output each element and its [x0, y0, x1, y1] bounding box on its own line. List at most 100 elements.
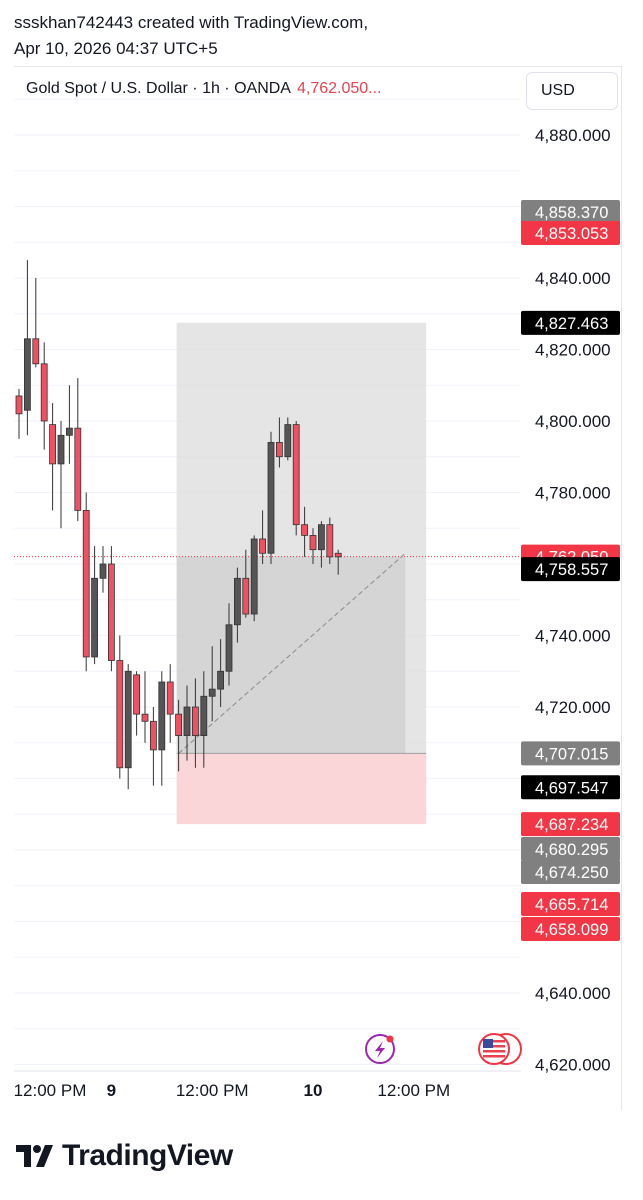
- candle-up: [317, 524, 325, 551]
- price-label-text: 4,665.714: [535, 896, 608, 914]
- candle-down: [301, 524, 309, 536]
- price-label-box: [521, 200, 620, 224]
- candle-down: [133, 674, 141, 715]
- price-axis-label-grey: 4,858.370: [521, 200, 620, 224]
- candle-up: [200, 695, 208, 737]
- y-tick-label: 4,640.000: [535, 984, 611, 1003]
- price-label-text: 4,853.053: [535, 225, 608, 243]
- candle-up: [284, 424, 292, 458]
- price-label-box: [521, 812, 620, 837]
- candle-up: [225, 624, 233, 672]
- x-tick-label: 12:00 PM: [14, 1081, 87, 1100]
- tradingview-mark-icon: [16, 1145, 53, 1167]
- lightning-icon: [365, 1034, 395, 1064]
- candle-down: [309, 535, 317, 551]
- candle-down: [49, 424, 56, 465]
- legend-price: 4,762.050...: [296, 80, 382, 97]
- candle-down: [40, 363, 48, 422]
- price-axis-label-grey: 4,680.295: [521, 837, 620, 861]
- price-label-text: 4,858.370: [535, 204, 608, 222]
- us-flag-canton: [483, 1039, 493, 1048]
- author-line: ssskhan742443 created with TradingView.c…: [14, 13, 369, 32]
- candle-down: [275, 442, 283, 458]
- price-axis-label-black: 4,697.547: [521, 775, 620, 800]
- price-label-text: 4,680.295: [535, 841, 608, 859]
- plot-area: [14, 260, 521, 825]
- candle-down: [191, 706, 199, 737]
- candle-down: [141, 713, 149, 722]
- price-label-box: [521, 860, 620, 884]
- candle-up: [57, 434, 65, 465]
- y-tick-label: 4,780.000: [535, 484, 611, 503]
- price-label-box: [521, 221, 620, 245]
- price-axis-label-red: 4,853.053: [521, 221, 620, 245]
- candle-up: [158, 681, 166, 751]
- candle-up: [66, 427, 73, 436]
- price-label-text: 4,827.463: [535, 315, 608, 333]
- candle-up: [99, 563, 107, 579]
- price-axis-label-grey: 4,707.015: [521, 741, 620, 766]
- x-tick-label: 12:00 PM: [377, 1081, 450, 1100]
- chart-frame: [14, 66, 622, 1110]
- us-flag-stripe: [483, 1050, 505, 1053]
- price-label-box: [521, 775, 620, 800]
- us-flag-ring: [478, 1033, 510, 1065]
- candle-down: [242, 577, 250, 615]
- price-axis-label-red: 4,658.099: [521, 917, 620, 941]
- candle-down: [292, 424, 300, 526]
- candle-down: [15, 395, 23, 415]
- trend-line: [178, 552, 406, 754]
- candle-up: [124, 670, 132, 769]
- price-axis-label-red: 4,687.234: [521, 812, 620, 837]
- us-flag-stripe: [483, 1040, 505, 1043]
- candle-up: [208, 688, 216, 697]
- candle-down: [326, 524, 334, 558]
- price-label-box: [521, 557, 620, 582]
- symbol-legend[interactable]: Gold Spot / U.S. Dollar · 1h · OANDA 4,76…: [26, 77, 382, 101]
- candle-up: [250, 538, 258, 615]
- price-axis-label-red: 4,665.714: [521, 892, 620, 916]
- price-label-box: [521, 837, 620, 861]
- price-label-box: [521, 917, 620, 941]
- candle-down: [149, 720, 157, 751]
- price-label-text: 4,687.234: [535, 816, 608, 834]
- price-label-box: [521, 310, 620, 335]
- lightning-icon-dot: [386, 1035, 394, 1043]
- us-flag-stripe: [483, 1045, 505, 1048]
- currency-button[interactable]: USD: [526, 72, 618, 110]
- candle-down: [175, 713, 183, 737]
- price-axis-label-black: 4,827.463: [521, 310, 620, 335]
- tradingview-wordmark: TradingView: [62, 1139, 233, 1172]
- candle-up: [23, 338, 31, 411]
- candle-down: [116, 660, 124, 769]
- tradingview-logo[interactable]: TradingView: [16, 1134, 233, 1178]
- us-flag-icon: [478, 1033, 522, 1065]
- candle-up: [91, 577, 98, 658]
- y-tick-label: 4,800.000: [535, 412, 611, 431]
- y-tick-label: 4,720.000: [535, 698, 611, 717]
- timestamp-line: Apr 10, 2026 04:37 UTC+5: [14, 39, 218, 58]
- candle-down: [32, 338, 40, 365]
- candle-down: [166, 681, 174, 715]
- price-label-text: 4,697.547: [535, 779, 608, 797]
- price-label-text: 4,707.015: [535, 745, 608, 763]
- us-flag-stripe: [483, 1055, 505, 1058]
- attribution: ssskhan742443 created with TradingView.c…: [14, 10, 368, 62]
- lightning-icon-bolt: [375, 1041, 385, 1058]
- candle-down: [259, 538, 267, 554]
- candle-down: [82, 509, 90, 658]
- price-label-text: 4,758.557: [535, 561, 608, 579]
- y-tick-label: 4,840.000: [535, 269, 611, 288]
- candle-up: [183, 706, 191, 737]
- price-label-box: [521, 892, 620, 916]
- x-tick-label: 12:00 PM: [176, 1081, 249, 1100]
- open-pnl-zone: [176, 556, 406, 754]
- y-tick-label: 4,880.000: [535, 126, 611, 145]
- symbol-title: Gold Spot / U.S. Dollar · 1h · OANDA: [26, 80, 291, 97]
- price-label-box: [521, 741, 620, 766]
- candle-up: [233, 577, 241, 626]
- y-tick-label: 4,740.000: [535, 627, 611, 646]
- y-tick-label: 4,620.000: [535, 1056, 611, 1075]
- price-label-text: 4,674.250: [535, 864, 608, 882]
